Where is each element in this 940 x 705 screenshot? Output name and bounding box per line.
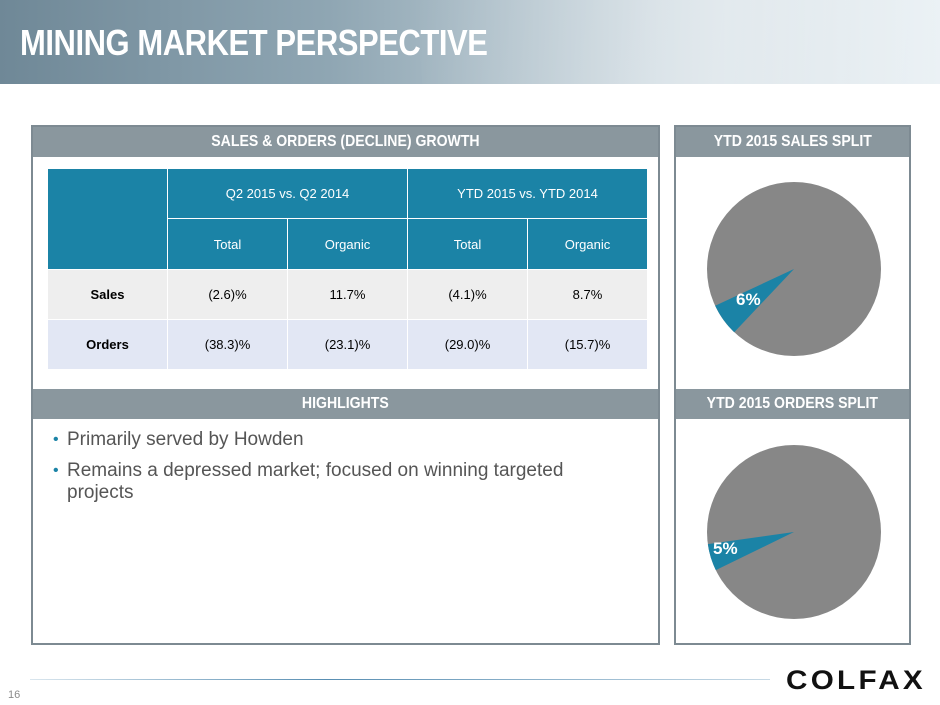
subheader-q2-total: Total	[167, 218, 288, 270]
sales-split-title: YTD 2015 SALES SPLIT	[713, 133, 872, 150]
list-item: • Primarily served by Howden	[53, 429, 633, 451]
group-header-row: Q2 2015 vs. Q2 2014 YTD 2015 vs. YTD 201…	[47, 168, 648, 270]
highlights-header: HIGHLIGHTS	[33, 389, 658, 419]
split-panel: YTD 2015 SALES SPLIT 6% YTD 2015 ORDERS …	[674, 125, 911, 645]
row-label: Sales	[47, 269, 168, 320]
group-header-ytd: YTD 2015 vs. YTD 2014	[407, 168, 648, 219]
subheader-row: Total Organic Total Organic	[48, 218, 648, 270]
page-number: 16	[8, 689, 21, 701]
table-row-orders: Orders (38.3)% (23.1)% (29.0)% (15.7)%	[47, 319, 648, 370]
growth-panel-title: SALES & ORDERS (DECLINE) GROWTH	[211, 133, 480, 150]
title-banner: MINING MARKET PERSPECTIVE	[0, 0, 940, 84]
table-cell: (15.7)%	[527, 319, 648, 370]
table-cell: (29.0)%	[407, 319, 528, 370]
sales-split-pie: 6%	[703, 178, 885, 360]
sales-pie-svg	[707, 182, 881, 356]
table-row-sales: Sales (2.6)% 11.7% (4.1)% 8.7%	[47, 269, 648, 320]
highlights-list: • Primarily served by Howden • Remains a…	[53, 429, 633, 513]
growth-panel: SALES & ORDERS (DECLINE) GROWTH Q2 2015 …	[31, 125, 660, 645]
group-header-q2: Q2 2015 vs. Q2 2014	[167, 168, 408, 219]
table-cell: 11.7%	[287, 269, 408, 320]
growth-panel-header: SALES & ORDERS (DECLINE) GROWTH	[33, 127, 658, 157]
highlights-title: HIGHLIGHTS	[302, 395, 389, 412]
pie-slice-share	[715, 269, 794, 333]
orders-split-pie: 5%	[703, 441, 885, 623]
subheader-ytd-organic: Organic	[527, 218, 648, 270]
table-cell: (4.1)%	[407, 269, 528, 320]
table-cell: (23.1)%	[287, 319, 408, 370]
orders-split-title: YTD 2015 ORDERS SPLIT	[706, 395, 879, 412]
orders-split-header: YTD 2015 ORDERS SPLIT	[676, 389, 909, 419]
bullet-icon: •	[53, 431, 59, 448]
colfax-logo: COLFAX	[786, 665, 926, 694]
subheader-q2-organic: Organic	[287, 218, 408, 270]
pie-slice-share	[707, 532, 794, 571]
table-cell: (2.6)%	[167, 269, 288, 320]
logo-wordmark: COLFAX	[786, 665, 926, 694]
growth-table: Q2 2015 vs. Q2 2014 YTD 2015 vs. YTD 201…	[47, 168, 648, 370]
orders-pie-svg	[707, 445, 881, 619]
banner-decoration	[415, 0, 940, 84]
table-corner-cell	[47, 168, 168, 270]
table-cell: (38.3)%	[167, 319, 288, 370]
bullet-icon: •	[53, 462, 59, 479]
subheader-ytd-total: Total	[407, 218, 528, 270]
highlight-text: Remains a depressed market; focused on w…	[67, 460, 564, 503]
sales-split-header: YTD 2015 SALES SPLIT	[676, 127, 909, 157]
footer-divider	[30, 679, 770, 680]
list-item: • Remains a depressed market; focused on…	[53, 460, 633, 504]
pie-label: 6%	[736, 290, 761, 309]
highlight-text: Primarily served by Howden	[67, 429, 304, 450]
page-title: MINING MARKET PERSPECTIVE	[20, 22, 488, 63]
table-cell: 8.7%	[527, 269, 648, 320]
pie-label: 5%	[713, 539, 738, 558]
row-label: Orders	[47, 319, 168, 370]
